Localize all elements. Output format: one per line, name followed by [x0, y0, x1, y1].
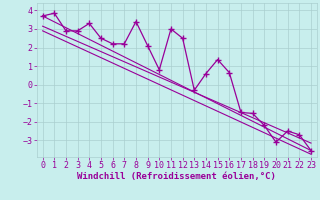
X-axis label: Windchill (Refroidissement éolien,°C): Windchill (Refroidissement éolien,°C): [77, 172, 276, 181]
